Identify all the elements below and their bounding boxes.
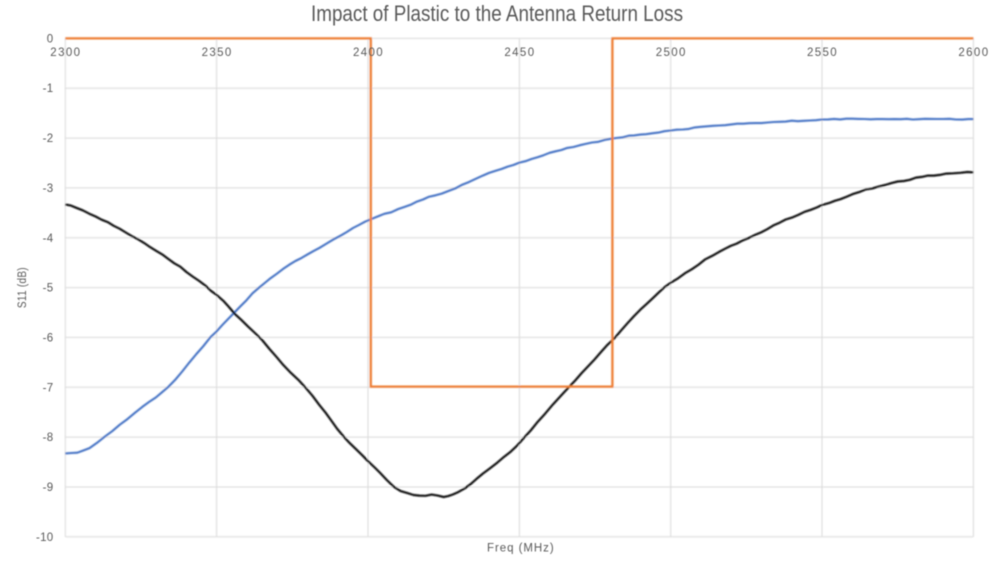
svg-text:-1: -1 — [43, 83, 54, 95]
svg-text:0: 0 — [47, 33, 54, 45]
svg-text:-7: -7 — [43, 382, 54, 394]
svg-text:-2: -2 — [43, 133, 54, 145]
svg-text:2450: 2450 — [504, 47, 534, 59]
svg-text:-6: -6 — [43, 332, 54, 344]
svg-text:Freq (MHz): Freq (MHz) — [487, 543, 554, 555]
svg-text:2600: 2600 — [958, 47, 988, 59]
svg-text:2550: 2550 — [807, 47, 837, 59]
svg-text:2350: 2350 — [202, 47, 232, 59]
svg-text:-4: -4 — [43, 233, 54, 245]
svg-text:-3: -3 — [43, 183, 54, 195]
svg-text:2400: 2400 — [353, 47, 383, 59]
svg-text:S11 (dB): S11 (dB) — [17, 267, 29, 308]
svg-text:-8: -8 — [43, 432, 54, 444]
svg-text:-10: -10 — [36, 532, 54, 544]
svg-text:2300: 2300 — [50, 47, 80, 59]
svg-text:Impact of Plastic to the Anten: Impact of Plastic to the Antenna Return … — [311, 1, 683, 26]
svg-text:-9: -9 — [43, 482, 54, 494]
svg-text:-5: -5 — [43, 283, 54, 295]
svg-text:2500: 2500 — [656, 47, 686, 59]
